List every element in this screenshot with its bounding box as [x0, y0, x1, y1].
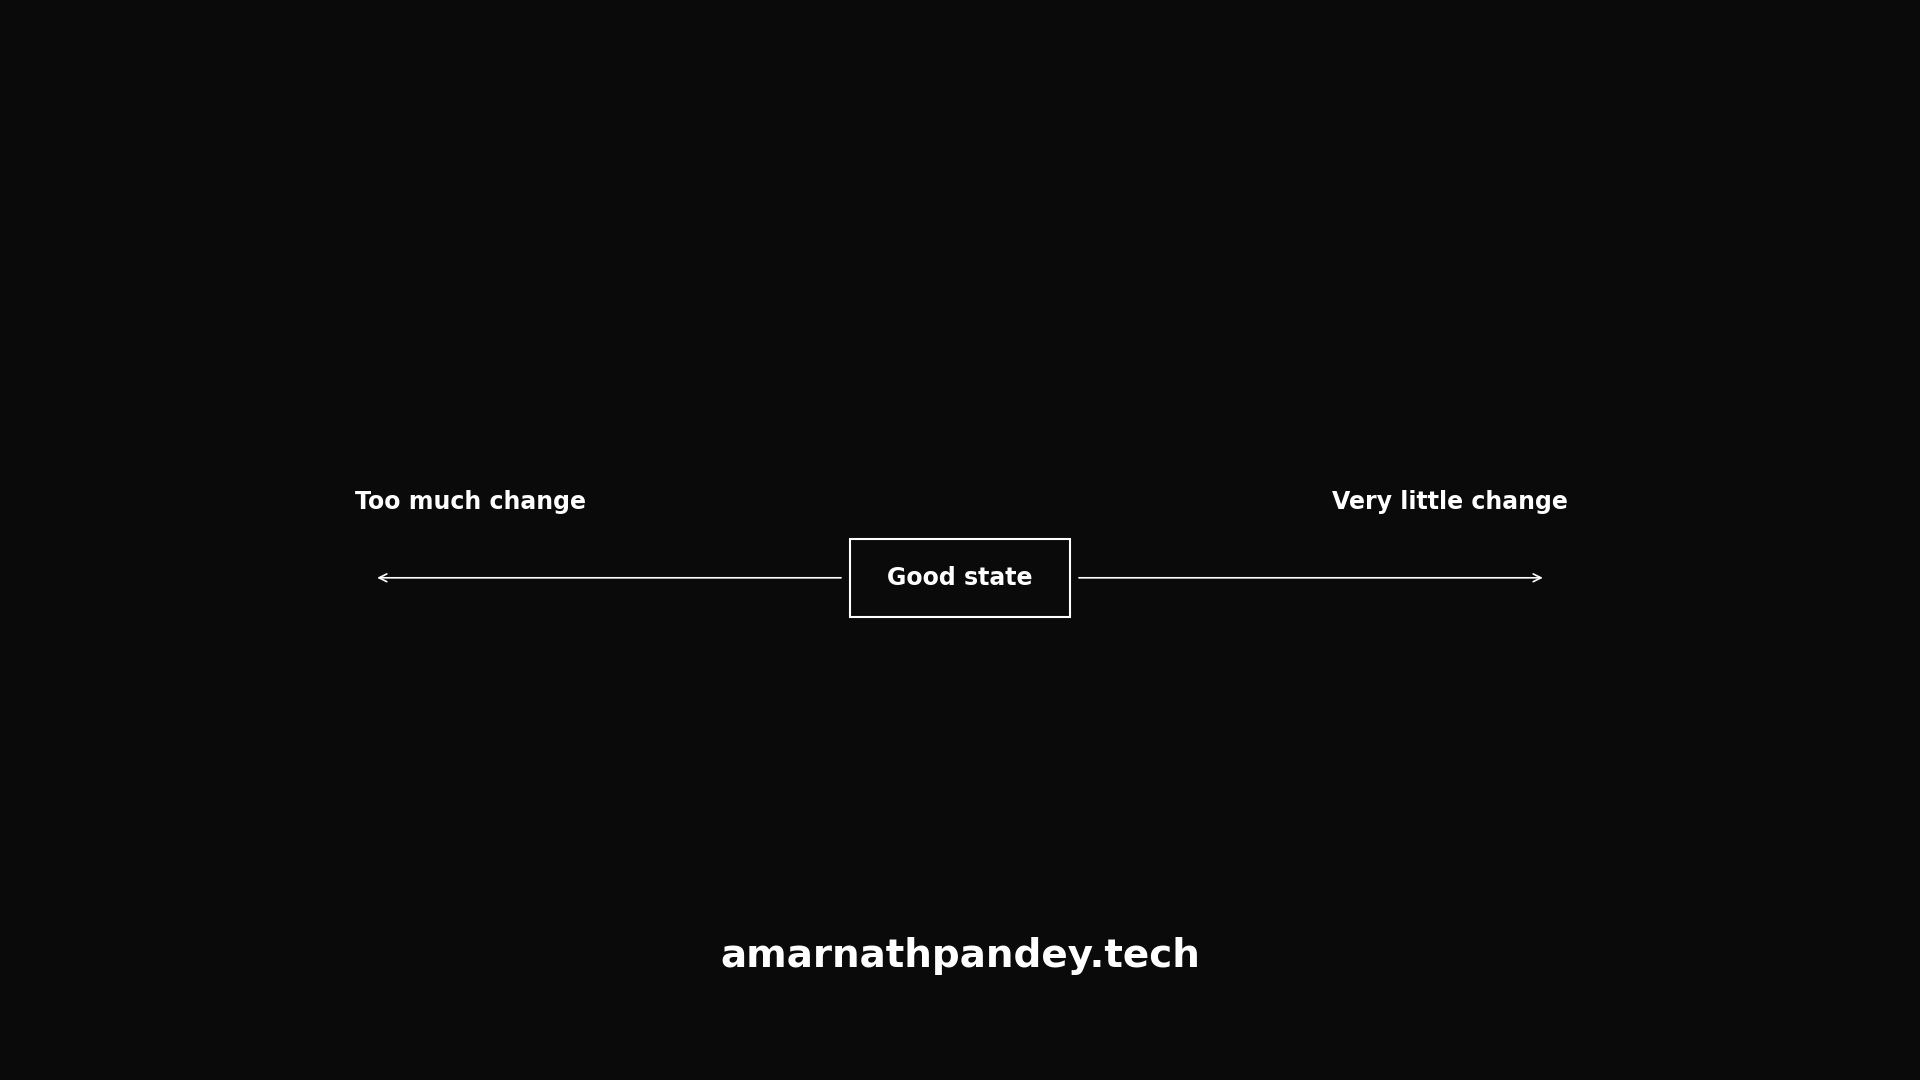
Text: Too much change: Too much change: [355, 490, 586, 514]
Text: Very little change: Very little change: [1332, 490, 1567, 514]
Text: Good state: Good state: [887, 566, 1033, 590]
FancyBboxPatch shape: [849, 539, 1071, 617]
Text: amarnathpandey.tech: amarnathpandey.tech: [720, 936, 1200, 975]
